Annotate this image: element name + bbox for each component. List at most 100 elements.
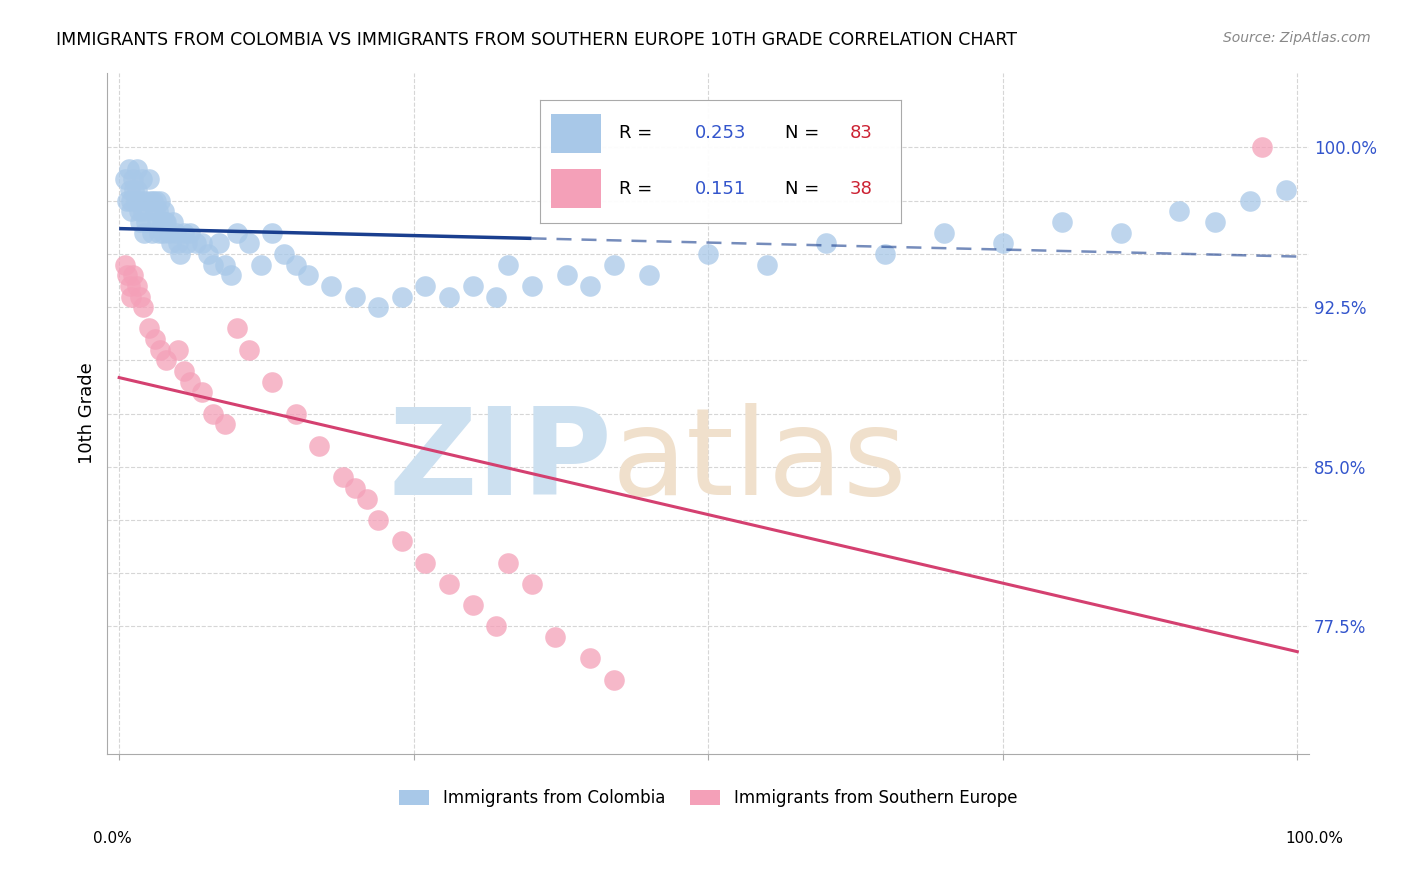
Point xyxy=(356,491,378,506)
Point xyxy=(148,226,170,240)
Point xyxy=(697,247,720,261)
Point xyxy=(579,651,602,665)
Point xyxy=(208,236,231,251)
Point xyxy=(226,226,249,240)
Point xyxy=(343,481,366,495)
Point xyxy=(297,268,319,283)
Point xyxy=(226,321,249,335)
Point xyxy=(461,598,484,612)
Point xyxy=(160,236,183,251)
Point xyxy=(391,534,413,549)
Point xyxy=(152,226,174,240)
Text: ZIP: ZIP xyxy=(388,403,612,520)
Point xyxy=(143,332,166,346)
Point xyxy=(162,215,184,229)
Point xyxy=(149,194,172,208)
Point xyxy=(202,258,225,272)
Point xyxy=(179,375,201,389)
Point xyxy=(932,226,955,240)
Point xyxy=(1204,215,1226,229)
Point xyxy=(1239,194,1261,208)
Point xyxy=(579,278,602,293)
Point xyxy=(117,161,139,176)
Point xyxy=(461,278,484,293)
Text: atlas: atlas xyxy=(612,403,908,520)
Point xyxy=(437,577,460,591)
Point xyxy=(142,194,165,208)
Point xyxy=(155,215,177,229)
Point xyxy=(173,226,195,240)
Point xyxy=(262,226,284,240)
Point xyxy=(120,204,142,219)
Point xyxy=(367,300,389,314)
Point xyxy=(153,215,176,229)
Text: 0.0%: 0.0% xyxy=(93,831,132,846)
Point xyxy=(520,278,543,293)
Legend: Immigrants from Colombia, Immigrants from Southern Europe: Immigrants from Colombia, Immigrants fro… xyxy=(392,782,1024,814)
Point xyxy=(120,194,142,208)
Text: 100.0%: 100.0% xyxy=(1285,831,1344,846)
Point xyxy=(153,204,176,219)
Point xyxy=(873,247,896,261)
Point xyxy=(117,194,139,208)
Point xyxy=(128,204,150,219)
Point xyxy=(117,268,139,283)
Point xyxy=(219,268,242,283)
Point xyxy=(485,619,508,633)
Point xyxy=(284,258,307,272)
Point xyxy=(114,172,136,186)
Point xyxy=(214,417,236,432)
Point xyxy=(1109,226,1132,240)
Point xyxy=(132,300,155,314)
Y-axis label: 10th Grade: 10th Grade xyxy=(79,363,96,465)
Point xyxy=(284,407,307,421)
Point xyxy=(437,289,460,303)
Point xyxy=(131,172,153,186)
Point xyxy=(603,673,626,687)
Point xyxy=(138,172,160,186)
Point xyxy=(120,289,142,303)
Point xyxy=(756,258,779,272)
Point xyxy=(214,258,236,272)
Point xyxy=(122,268,145,283)
Point xyxy=(638,268,661,283)
Point xyxy=(197,247,219,261)
Point xyxy=(190,236,212,251)
Point xyxy=(135,215,157,229)
Point xyxy=(173,364,195,378)
Point xyxy=(184,236,207,251)
Point xyxy=(127,194,149,208)
Point xyxy=(129,215,152,229)
Point xyxy=(1274,183,1296,197)
Point xyxy=(496,556,519,570)
Point xyxy=(122,172,145,186)
Point xyxy=(321,278,343,293)
Point xyxy=(125,161,148,176)
Point xyxy=(129,289,152,303)
Point xyxy=(114,258,136,272)
Point xyxy=(343,289,366,303)
Point xyxy=(496,258,519,272)
Point xyxy=(262,375,284,389)
Point xyxy=(146,215,169,229)
Point xyxy=(132,226,155,240)
Point xyxy=(169,247,191,261)
Point xyxy=(544,630,567,644)
Point xyxy=(485,289,508,303)
Point xyxy=(815,236,838,251)
Point xyxy=(391,289,413,303)
Point xyxy=(124,194,146,208)
Point xyxy=(202,407,225,421)
Point xyxy=(603,258,626,272)
Point xyxy=(1168,204,1191,219)
Point xyxy=(149,343,172,357)
Point xyxy=(415,278,437,293)
Point xyxy=(141,226,163,240)
Point xyxy=(145,194,167,208)
Point xyxy=(139,194,162,208)
Point xyxy=(155,353,177,368)
Point xyxy=(132,204,155,219)
Point xyxy=(415,556,437,570)
Point xyxy=(124,183,146,197)
Point xyxy=(991,236,1014,251)
